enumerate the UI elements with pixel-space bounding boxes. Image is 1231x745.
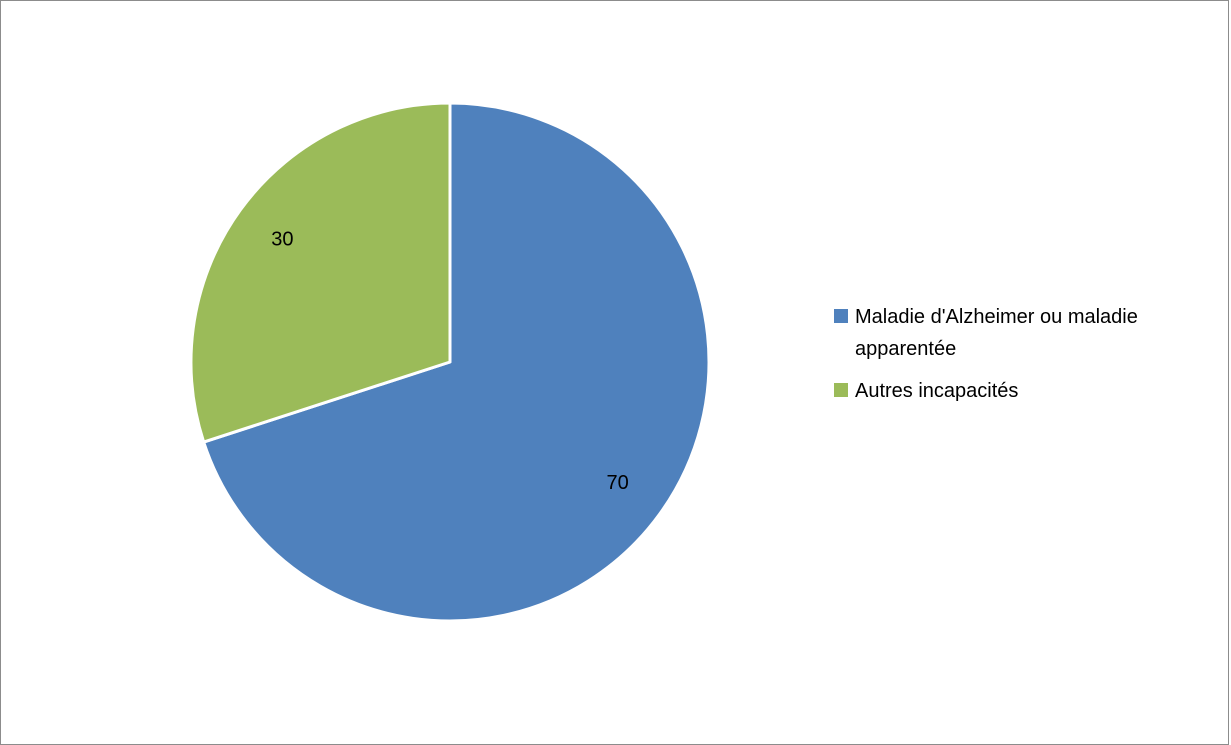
legend-item-autres: Autres incapacités: [834, 375, 1224, 407]
slice-alzheimer: [202, 101, 711, 623]
slice-autres: [189, 101, 452, 444]
legend-swatch-autres: [834, 383, 848, 397]
legend-swatch-alzheimer: [834, 309, 848, 323]
legend-label-alzheimer: Maladie d'Alzheimer ou maladie apparenté…: [855, 306, 1138, 360]
legend: Maladie d'Alzheimer ou maladie apparenté…: [834, 301, 1224, 417]
data-label-autres: 30: [271, 228, 293, 250]
pie-data-labels: 70 30: [271, 228, 628, 494]
legend-item-alzheimer: Maladie d'Alzheimer ou maladie apparenté…: [834, 301, 1224, 365]
legend-label-autres: Autres incapacités: [855, 380, 1019, 402]
pie-slices: [189, 101, 711, 623]
data-label-alzheimer: 70: [606, 472, 628, 494]
